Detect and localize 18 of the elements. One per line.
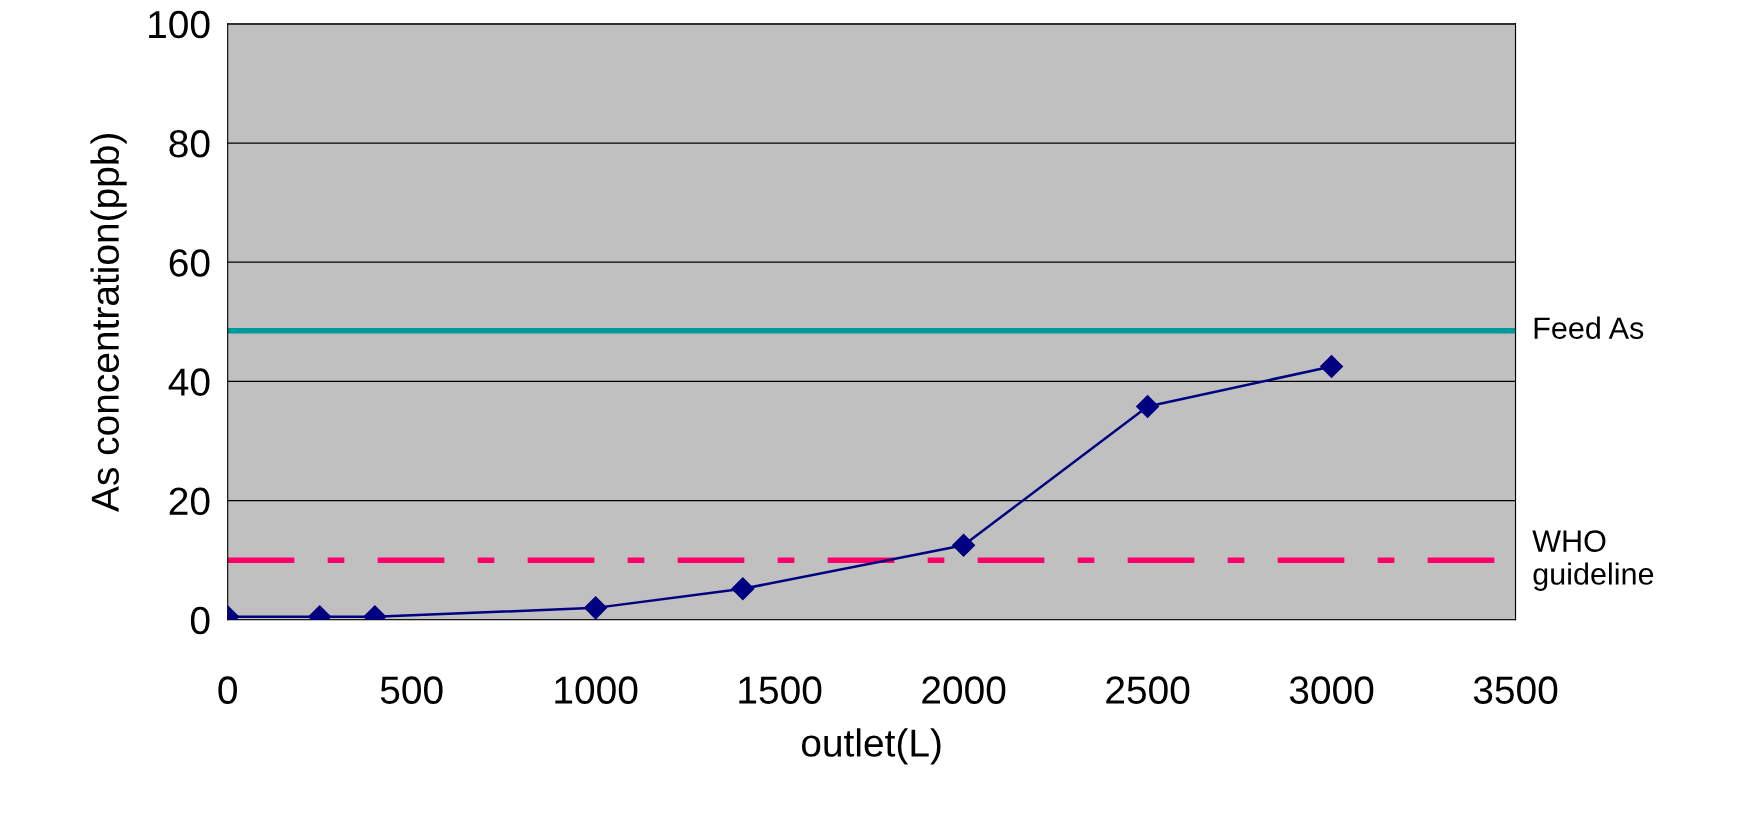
y-tick-label: 100 [149,10,210,39]
x-tick-label: 1500 [739,676,822,704]
x-tick-label: 3500 [1473,676,1558,704]
x-tick-label: 1000 [555,676,638,704]
x-tick-label: 500 [380,676,443,704]
x-tick-label: 3000 [1289,676,1374,704]
ref-line-label: WHO guideline [1532,530,1654,591]
y-axis-title: As concentration(ppb) [90,133,127,512]
y-tick-label: 80 [169,129,210,158]
ref-line-label: Feed As [1534,316,1644,339]
x-tick-label: 2500 [1106,676,1190,704]
y-tick-label: 40 [168,368,210,396]
x-axis-title: outlet(L) [801,728,941,765]
y-tick-label: 0 [190,606,210,635]
x-tick-label: 2000 [922,676,1006,704]
x-tick-label: 0 [218,676,237,704]
y-tick-label: 20 [169,487,210,516]
y-tick-label: 60 [169,249,210,277]
